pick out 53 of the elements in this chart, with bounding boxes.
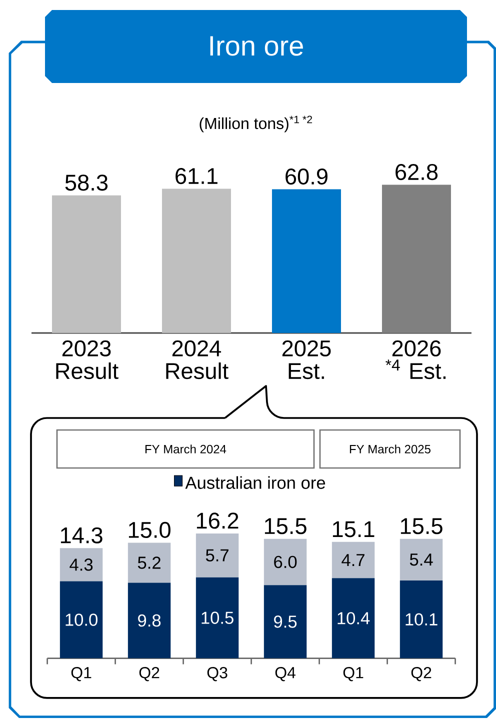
data-label: 62.8 (396, 164, 438, 180)
chart-title: Iron ore (210, 36, 303, 56)
x-tick-label: 2024 Result (166, 340, 228, 380)
bar (332, 542, 375, 578)
bar (128, 542, 171, 583)
data-label: 60.9 (286, 168, 328, 185)
data-label: 6.0 (274, 556, 297, 568)
text: FY March 2024 (145, 444, 226, 454)
data-label: 10.0 (66, 614, 98, 626)
bar (196, 577, 239, 658)
bar (264, 585, 307, 658)
bar (382, 184, 451, 333)
bar (128, 582, 171, 658)
x-tick-label: 2025 Est. (282, 340, 331, 380)
bar (60, 548, 103, 582)
data-label: 9.5 (274, 616, 297, 628)
text: FY March 2025 (350, 444, 430, 454)
bar (264, 538, 307, 586)
bar (332, 578, 375, 658)
data-label: 61.1 (176, 168, 218, 184)
x-tick-label: Q2 (139, 667, 160, 682)
data-label: 5.7 (206, 549, 228, 562)
x-tick-label: Q1 (343, 667, 364, 682)
data-label: 5.4 (410, 554, 433, 566)
chart-subtitle: (Million tons)$^{*1 *2}$ (200, 116, 312, 132)
data-label: 10.5 (202, 612, 234, 624)
data-label: 9.8 (138, 614, 161, 627)
bar (196, 533, 239, 578)
x-tick-label: Q2 (411, 667, 432, 682)
data-label: 4.3 (70, 558, 93, 571)
bar (162, 188, 231, 333)
bar (400, 538, 443, 580)
data-label: 10.1 (406, 613, 438, 626)
total-label: 15.0 (128, 522, 170, 538)
data-label: 5.2 (138, 556, 160, 569)
x-tick-label: 2023 Result (56, 340, 118, 380)
total-label: 15.5 (264, 518, 306, 534)
data-label: 4.7 (342, 554, 364, 566)
data-label: 10.4 (338, 612, 370, 624)
bar (60, 581, 103, 658)
legend-label: Australian iron ore (185, 476, 326, 489)
total-label: 15.1 (332, 521, 374, 538)
bar (400, 580, 443, 658)
total-label: 16.2 (196, 512, 238, 529)
total-label: 15.5 (400, 518, 442, 534)
bar (52, 195, 121, 333)
bar (272, 189, 341, 333)
total-label: 14.3 (60, 527, 102, 544)
x-tick-label: Q1 (71, 667, 92, 682)
x-tick-label: Q3 (207, 667, 228, 682)
data-label: 58.3 (65, 174, 108, 191)
x-tick-label: Q4 (275, 667, 296, 682)
x-tick-label: 2026 $^{*4}$ Est. (386, 340, 446, 380)
